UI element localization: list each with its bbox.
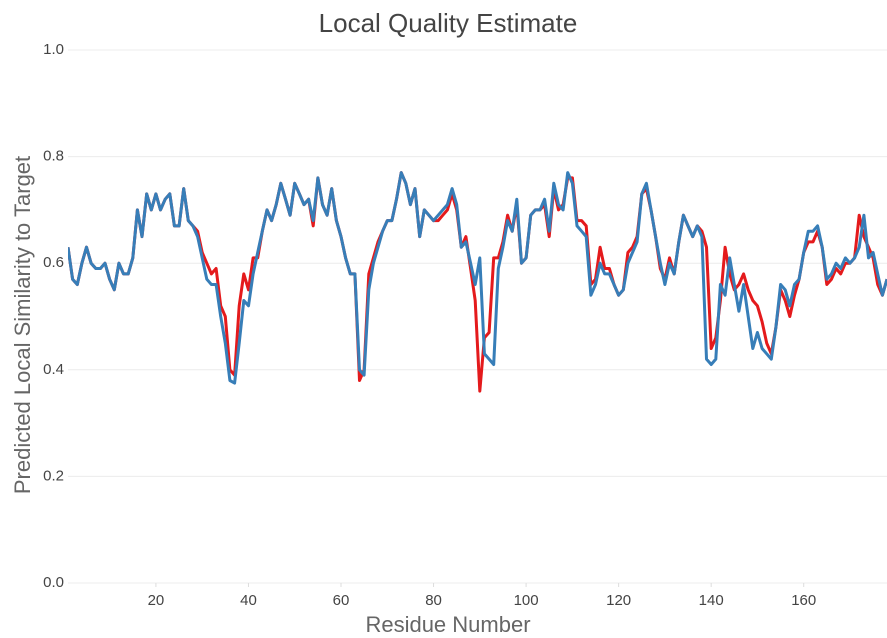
x-tick-label: 100 — [514, 592, 539, 609]
x-tick-label: 60 — [333, 592, 350, 609]
y-tick-label: 0.0 — [43, 574, 64, 591]
y-tick-label: 0.6 — [43, 254, 64, 271]
x-tick-label: 20 — [148, 592, 165, 609]
y-tick-label: 0.4 — [43, 361, 64, 378]
y-tick-label: 0.8 — [43, 148, 64, 165]
x-axis-label: Residue Number — [365, 612, 530, 637]
y-tick-label: 1.0 — [43, 41, 64, 58]
chart-title: Local Quality Estimate — [319, 8, 578, 38]
x-tick-label: 140 — [699, 592, 724, 609]
plot-area — [68, 171, 887, 393]
y-tick-label: 0.2 — [43, 467, 64, 484]
x-tick-label: 160 — [791, 592, 816, 609]
x-tick-label: 80 — [425, 592, 442, 609]
y-axis-label: Predicted Local Similarity to Target — [10, 156, 35, 494]
series-line — [68, 171, 887, 385]
series-line — [68, 171, 887, 393]
x-tick-label: 120 — [606, 592, 631, 609]
x-tick-label: 40 — [240, 592, 257, 609]
